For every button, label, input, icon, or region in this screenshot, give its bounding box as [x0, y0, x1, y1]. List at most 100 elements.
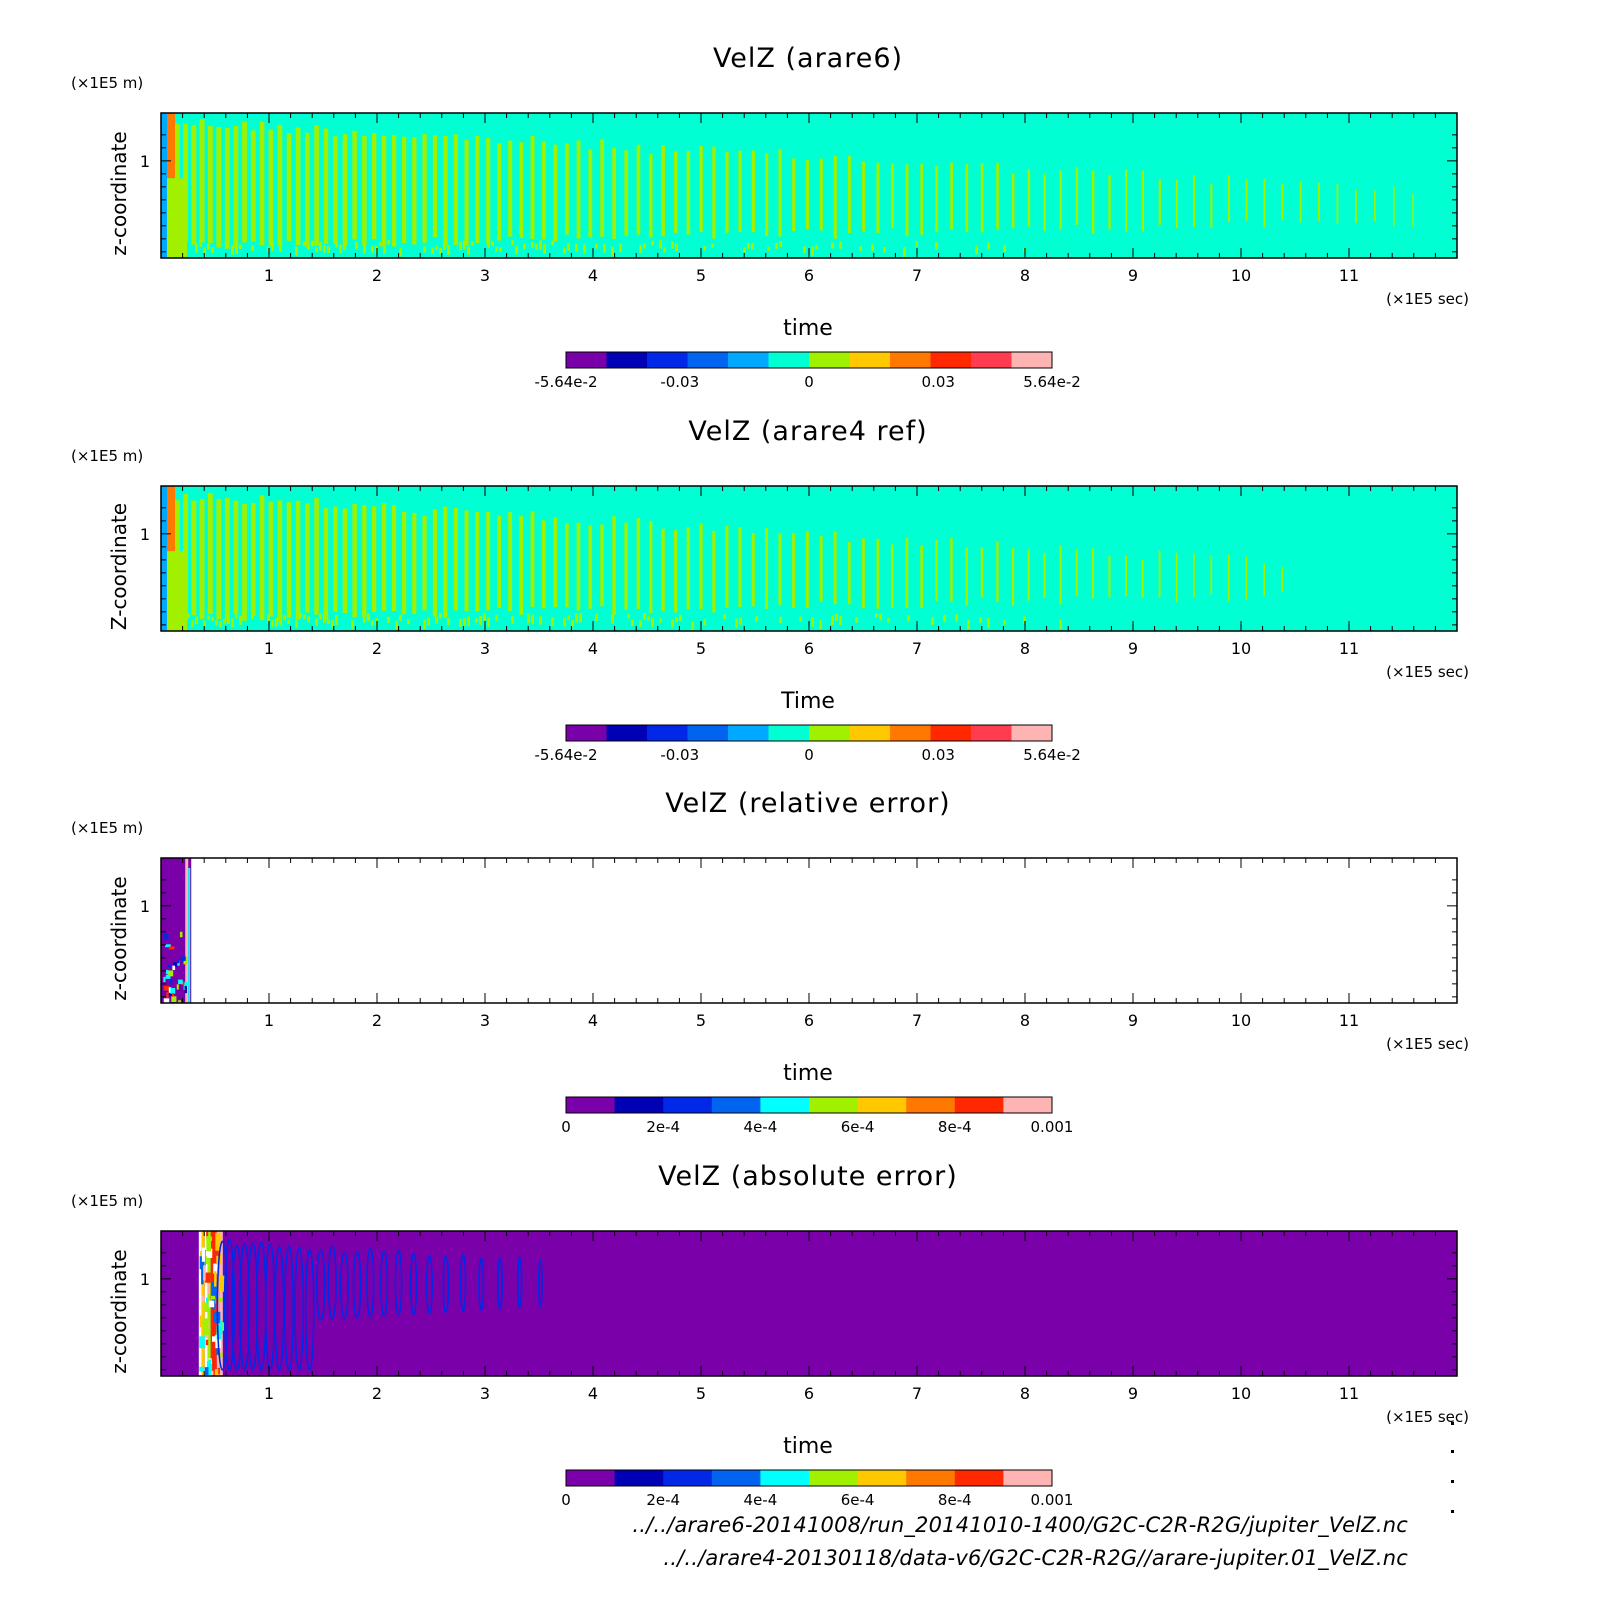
x-tick-label: 2 — [372, 1011, 382, 1030]
colorbar-cell — [687, 352, 729, 368]
heatmap-field — [161, 486, 1457, 631]
colorbar-cell — [1011, 352, 1053, 368]
field-speckle — [471, 241, 474, 246]
field-speckle — [387, 616, 390, 623]
chart-title: VelZ (arare4 ref) — [688, 416, 927, 447]
error-contour — [316, 1249, 326, 1321]
error-speckle — [166, 992, 169, 999]
x-tick-label: 5 — [696, 266, 706, 285]
field-speckle — [319, 613, 322, 620]
colorbar-cell — [566, 725, 607, 741]
field-speckle — [467, 616, 470, 626]
x-tick-label: 3 — [480, 1011, 490, 1030]
field-speckle — [231, 618, 234, 628]
x-tick-label: 9 — [1128, 1011, 1138, 1030]
field-stripe — [588, 149, 593, 238]
field-speckle — [883, 246, 886, 253]
field-speckle — [355, 241, 358, 250]
error-blob — [208, 1359, 211, 1376]
field-stripe — [935, 540, 938, 601]
field-speckle — [903, 247, 906, 258]
field-speckle — [351, 620, 354, 629]
field-stripe — [314, 498, 319, 615]
field-stripe — [996, 162, 999, 231]
error-blob — [216, 1231, 220, 1376]
field-edge — [167, 486, 175, 552]
error-blob — [206, 1248, 213, 1258]
field-speckle — [611, 614, 614, 624]
y-axis-unit: (×1E5 m) — [71, 447, 143, 465]
field-speckle — [887, 618, 890, 623]
field-speckle — [439, 247, 442, 255]
field-stripe — [1125, 555, 1127, 597]
x-tick-label: 8 — [1020, 1011, 1030, 1030]
field-speckle — [811, 617, 814, 627]
colorbar-cell — [663, 1097, 713, 1113]
field-speckle — [371, 620, 374, 626]
colorbar-frame — [565, 1096, 1053, 1114]
colorbar-cell — [768, 352, 810, 368]
active-edge — [188, 868, 191, 1003]
field-stripe — [199, 119, 205, 243]
field-stripe — [686, 150, 691, 235]
field-speckle — [251, 614, 254, 620]
x-tick-label: 4 — [588, 1384, 598, 1403]
error-speckle — [167, 970, 174, 977]
field-speckle — [875, 613, 878, 618]
field-speckle — [447, 618, 450, 626]
field-speckle — [943, 615, 946, 623]
field-stripe — [333, 136, 338, 244]
field-speckle — [303, 614, 306, 620]
field-stripe — [1299, 181, 1302, 223]
error-speckle — [163, 998, 170, 1003]
error-speckle — [180, 956, 186, 961]
colorbar-tick-label: 0.001 — [1031, 1491, 1074, 1509]
field-stripe — [183, 494, 189, 621]
heatmap-field — [161, 1231, 1457, 1376]
colorbar-tick-label: 4e-4 — [744, 1118, 778, 1136]
x-tick-label: 11 — [1339, 639, 1359, 658]
error-blob — [216, 1325, 223, 1332]
field-speckle — [399, 614, 402, 621]
colorbar-cell — [728, 352, 769, 368]
x-tick-label: 5 — [696, 1011, 706, 1030]
colorbar-cell — [760, 1097, 810, 1113]
field-speckle — [283, 615, 286, 621]
colorbar-tick-label: 5.64e-2 — [1023, 373, 1081, 391]
colorbar-cell — [849, 352, 891, 368]
y-axis-unit: (×1E5 m) — [71, 819, 143, 837]
field-speckle — [387, 240, 390, 245]
field-speckle — [651, 617, 654, 628]
field-speckle — [279, 242, 282, 252]
field-stripe — [950, 537, 953, 602]
field-stripe — [1027, 169, 1031, 227]
error-speckle — [165, 969, 169, 975]
x-tick-label: 3 — [480, 266, 490, 285]
field-speckle — [227, 616, 230, 624]
colorbar-frame — [565, 351, 1053, 369]
field-stripe — [1075, 167, 1079, 226]
field-speckle — [483, 613, 486, 621]
field-speckle — [647, 615, 650, 621]
field-stripe — [1245, 179, 1248, 221]
field-stripe — [751, 533, 755, 607]
error-blob — [215, 1232, 221, 1251]
field-speckle — [423, 246, 426, 253]
error-speckle — [170, 979, 173, 985]
error-blob — [199, 1366, 205, 1372]
error-speckle — [176, 984, 179, 990]
colorbar-tick-label: -0.03 — [660, 746, 699, 764]
colorbar-cell — [1003, 1470, 1053, 1486]
field-stripe — [371, 506, 377, 612]
error-blob — [204, 1302, 208, 1312]
colorbar-cell — [954, 1470, 1004, 1486]
field-speckle — [295, 246, 298, 256]
colorbar-tick-label: 2e-4 — [646, 1491, 680, 1509]
field-stripe — [1075, 549, 1078, 597]
field-speckle — [675, 243, 678, 252]
colorbar-cell — [930, 352, 972, 368]
field-speckle — [679, 614, 682, 621]
x-tick-label: 5 — [696, 639, 706, 658]
field-stripe — [216, 499, 222, 620]
field-stripe — [778, 533, 782, 606]
